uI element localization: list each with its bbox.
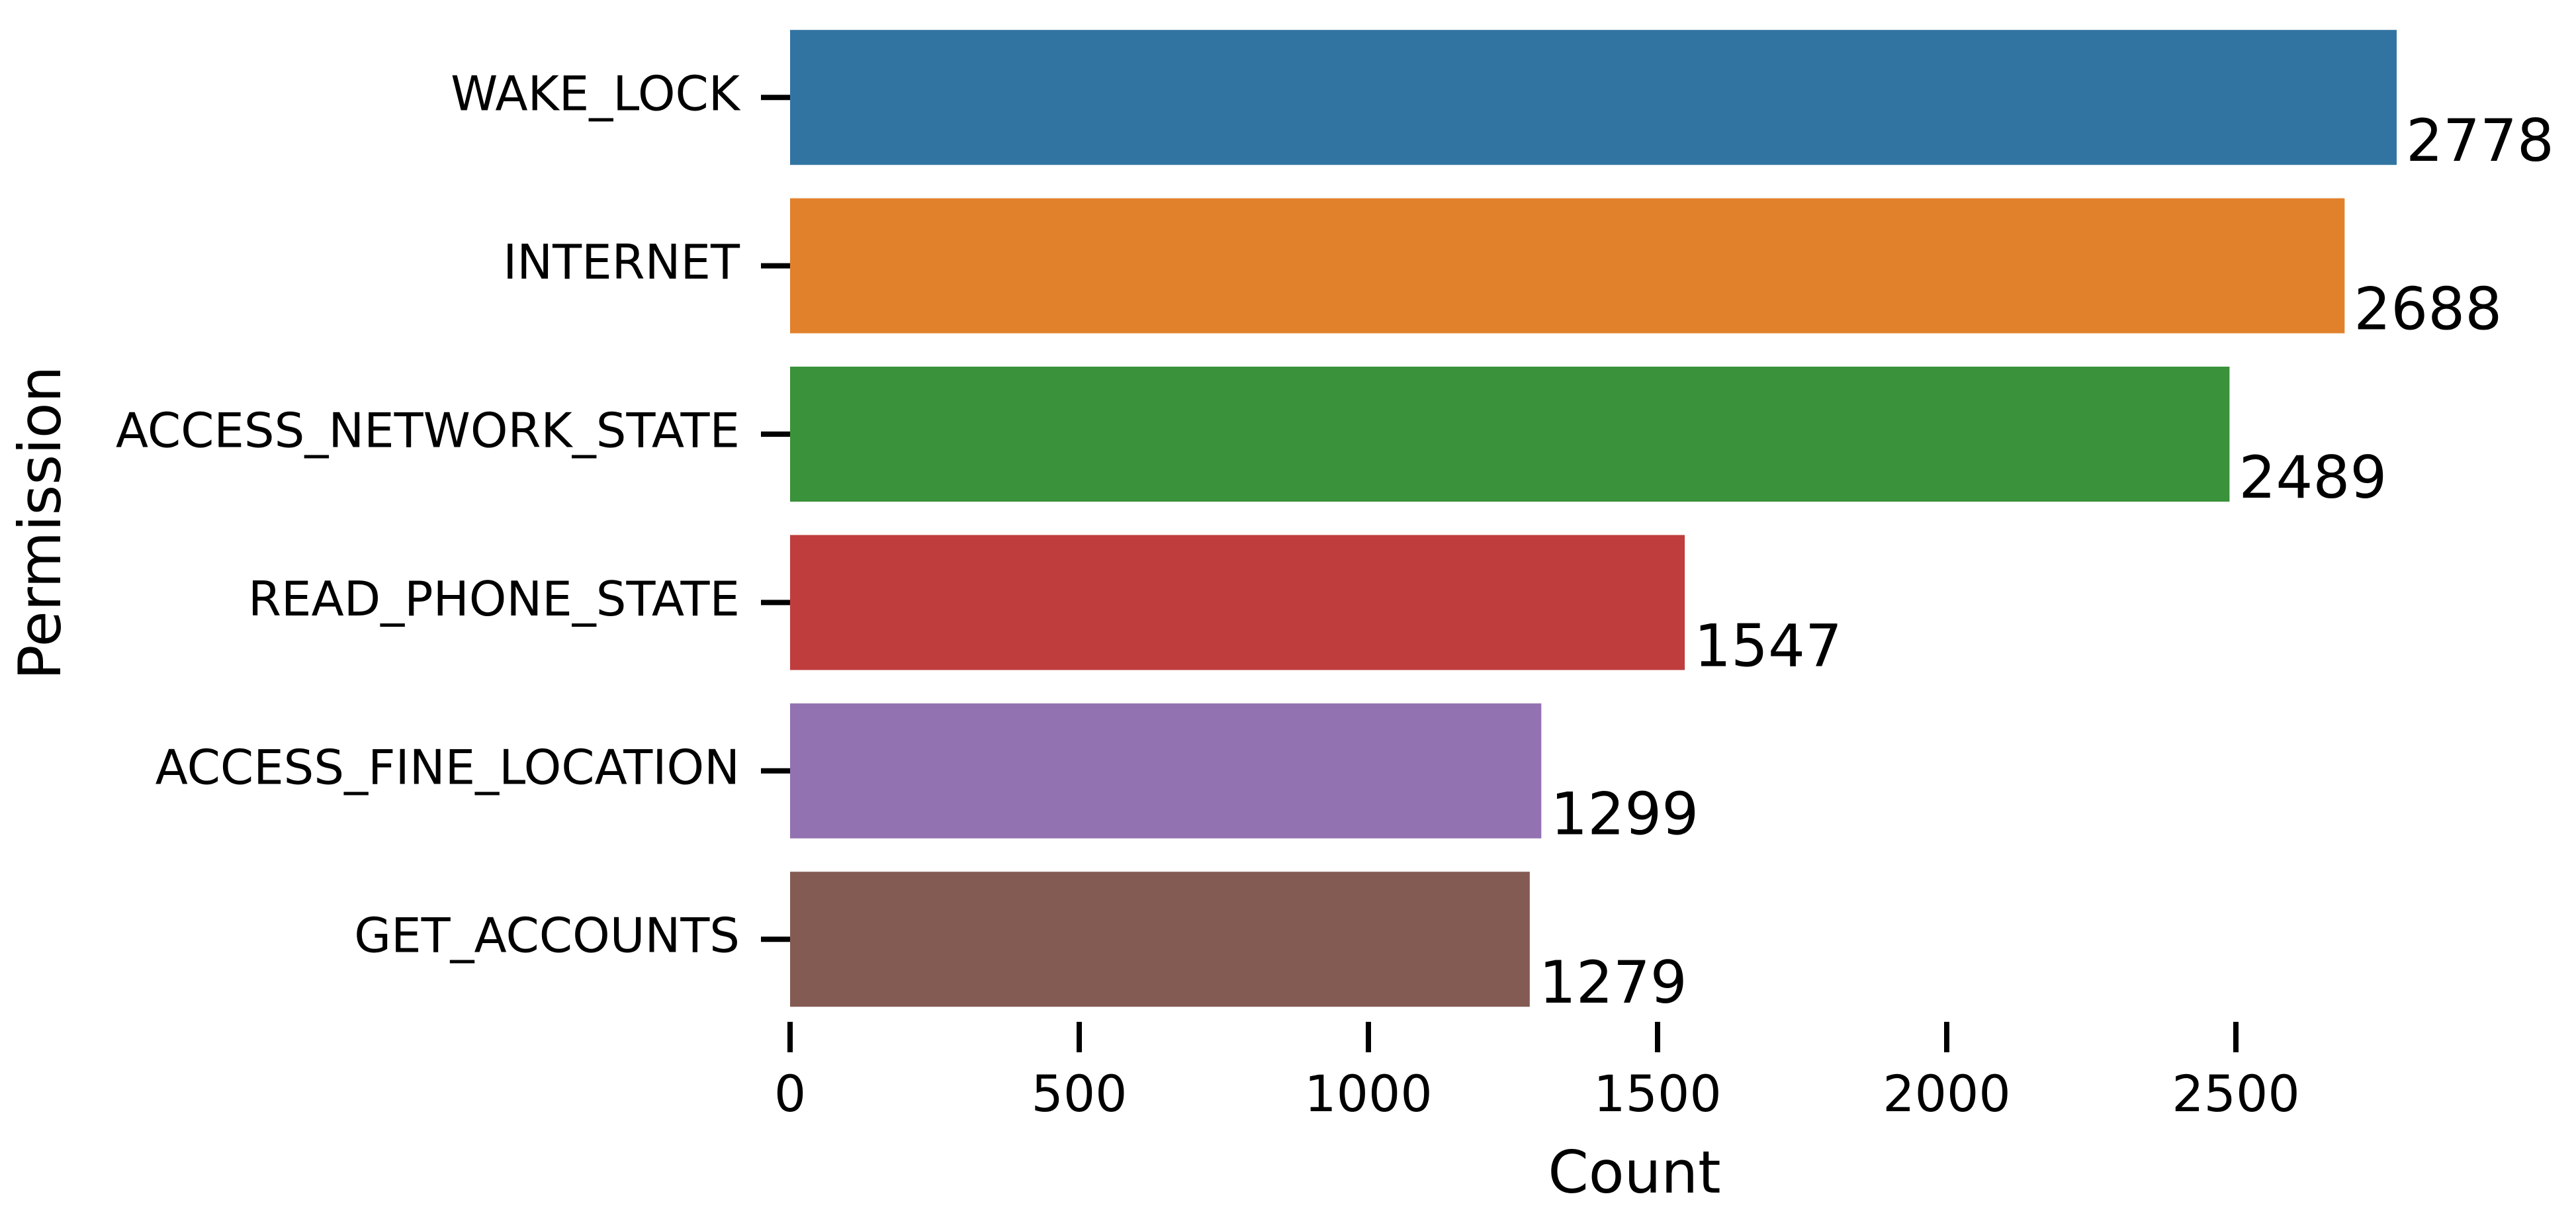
x-tick-label: 2500 [2172,1064,2299,1123]
value-label: 1279 [1539,948,1687,1017]
y-axis-label: Permission [6,366,74,680]
y-tick-label: GET_ACCOUNTS [354,908,740,964]
bar [790,367,2230,502]
y-tick-label: INTERNET [503,234,740,290]
x-axis-label: Count [1548,1138,1720,1206]
y-tick-label: WAKE_LOCK [451,66,741,122]
x-tick-label: 1000 [1304,1064,1432,1123]
x-tick-label: 0 [774,1064,806,1123]
bar [790,703,1542,839]
x-tick-label: 2000 [1883,1064,2010,1123]
y-tick-label: ACCESS_NETWORK_STATE [116,403,740,459]
value-label: 2489 [2239,443,2387,512]
value-label: 2778 [2406,107,2554,175]
y-tick-label: ACCESS_FINE_LOCATION [155,739,740,795]
bar [790,872,1530,1007]
x-tick-label: 1500 [1593,1064,1721,1123]
bar [790,535,1685,670]
value-label: 2688 [2354,275,2502,343]
value-label: 1547 [1694,612,1842,680]
x-tick-label: 500 [1031,1064,1127,1123]
y-tick-label: READ_PHONE_STATE [248,571,740,627]
bar [790,198,2345,334]
value-label: 1299 [1550,780,1699,848]
bar [790,30,2397,165]
